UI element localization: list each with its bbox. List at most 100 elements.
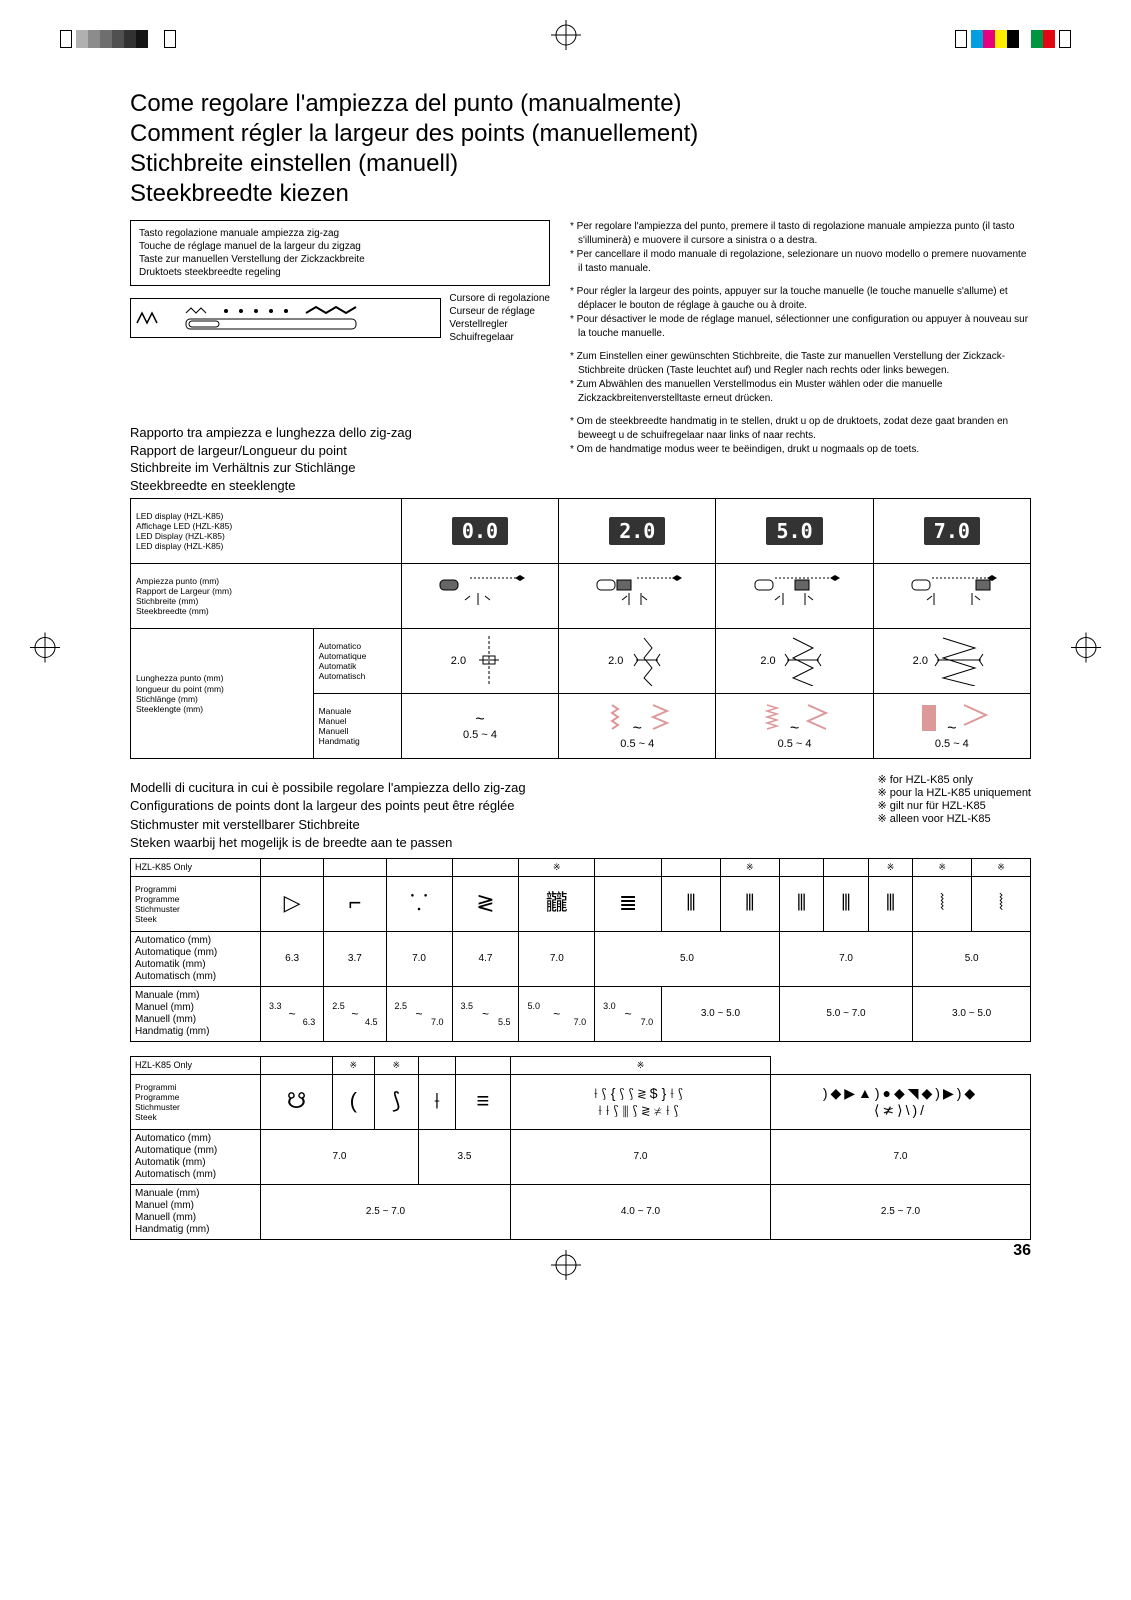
t2-star-0 bbox=[261, 1056, 333, 1074]
t1-icon-10: ⫴ bbox=[868, 876, 913, 931]
t1-auto-2: 7.0 bbox=[386, 931, 452, 986]
registration-bars-right bbox=[955, 30, 1071, 60]
t1-icon-7: ⫴ bbox=[720, 876, 779, 931]
t2-auto-3: 7.0 bbox=[771, 1129, 1031, 1184]
t1-manual-1: 2.5~4.5 bbox=[324, 986, 386, 1041]
ratio-title-de: Stichbreite im Verhältnis zur Stichlänge bbox=[130, 459, 550, 477]
registration-mark-bottom bbox=[551, 1250, 581, 1285]
cursor-label-it: Cursore di regolazione bbox=[449, 292, 550, 305]
t1-icon-12: ⦚ bbox=[972, 876, 1031, 931]
t1-manual-5: 3.0~7.0 bbox=[595, 986, 662, 1041]
t1-icon-1: ⌐ bbox=[324, 876, 386, 931]
manual-val-1: ~ 0.5 ~ 4 bbox=[559, 694, 716, 759]
t2-star-5: ※ bbox=[511, 1056, 771, 1074]
t1-manual-7: 5.0 ~ 7.0 bbox=[779, 986, 913, 1041]
manual-label: Manuale Manuel Manuell Handmatig bbox=[313, 694, 401, 759]
instr-nl-2: * Om de handmatige modus weer te beëindi… bbox=[570, 443, 1031, 457]
t1-auto-1: 3.7 bbox=[324, 931, 386, 986]
instr-fr-1: * Pour régler la largeur des points, app… bbox=[570, 285, 1031, 312]
t2-icon-group3: )◆▶▲)●◆◥◆)▶)◆ ⟨≭⟩\)/ bbox=[771, 1074, 1031, 1129]
t2-icon-0: ☋ bbox=[261, 1074, 333, 1129]
registration-mark-top bbox=[551, 20, 581, 55]
t1-icon-3: ≷ bbox=[452, 876, 519, 931]
t1-star-8 bbox=[779, 858, 824, 876]
cursor-labels: Cursore di regolazione Curseur de réglag… bbox=[449, 292, 550, 344]
auto-val-1: 2.0 bbox=[559, 629, 716, 694]
title-nl: Steekbreedte kiezen bbox=[130, 180, 1031, 208]
t1-icon-11: ⦚ bbox=[913, 876, 972, 931]
t2-icon-3: ⟊ bbox=[419, 1074, 456, 1129]
zigzag-icon bbox=[135, 308, 175, 328]
t2-auto-2: 7.0 bbox=[511, 1129, 771, 1184]
control-label-it: Tasto regolazione manuale ampiezza zig-z… bbox=[139, 227, 541, 240]
t1-manual-0: 3.3~6.3 bbox=[261, 986, 324, 1041]
t1-manual-4: 5.0~7.0 bbox=[519, 986, 595, 1041]
t2-star-4 bbox=[455, 1056, 510, 1074]
ratio-title-nl: Steekbreedte en steeklengte bbox=[130, 477, 550, 495]
width-diagram-2 bbox=[716, 564, 873, 629]
lcd-cell-3: 7.0 bbox=[873, 499, 1030, 564]
lcd-cell-2: 5.0 bbox=[716, 499, 873, 564]
t1-auto-3: 4.7 bbox=[452, 931, 519, 986]
registration-mark-right bbox=[1071, 632, 1101, 667]
t1-auto-6: 7.0 bbox=[779, 931, 913, 986]
ratio-row1-hdr: LED display (HZL-K85) Affichage LED (HZL… bbox=[131, 499, 402, 564]
instr-it-2: * Per cancellare il modo manuale di rego… bbox=[570, 248, 1031, 275]
t1-star-10: ※ bbox=[868, 858, 913, 876]
cursor-label-de: Verstellregler bbox=[449, 318, 550, 331]
manual-val-2: ~ 0.5 ~ 4 bbox=[716, 694, 873, 759]
t2-star-2: ※ bbox=[374, 1056, 418, 1074]
t1-star-0 bbox=[261, 858, 324, 876]
t1-manual-8: 3.0 ~ 5.0 bbox=[913, 986, 1031, 1041]
manual-val-0: ~ 0.5 ~ 4 bbox=[401, 694, 558, 759]
control-label-fr: Touche de réglage manuel de la largeur d… bbox=[139, 240, 541, 253]
t2-icon-group2: ⟊⟆{⟆⟆≷$}⟊⟆ ⟊⟊⟆⫴⟆≷≭⟊⟆ bbox=[511, 1074, 771, 1129]
instr-it-1: * Per regolare l'ampiezza del punto, pre… bbox=[570, 220, 1031, 247]
t1-manual-3: 3.5~5.5 bbox=[452, 986, 519, 1041]
title-fr: Comment régler la largeur des points (ma… bbox=[130, 120, 1031, 148]
width-diagram-3 bbox=[873, 564, 1030, 629]
lcd-cell-1: 2.0 bbox=[559, 499, 716, 564]
control-diagram bbox=[130, 298, 441, 338]
t1-icon-2: ⸪ bbox=[386, 876, 452, 931]
title-it: Come regolare l'ampiezza del punto (manu… bbox=[130, 90, 1031, 118]
pattern-table-2: HZL-K85 Only ※ ※ ※ Programmi Programme S… bbox=[130, 1056, 1031, 1240]
t2-auto-0: 7.0 bbox=[261, 1129, 419, 1184]
registration-mark-left bbox=[30, 632, 60, 667]
models-note-de: ※ gilt nur für HZL-K85 bbox=[877, 799, 1031, 812]
instr-de-2: * Zum Abwählen des manuellen Verstellmod… bbox=[570, 378, 1031, 405]
ratio-title-fr: Rapport de largeur/Longueur du point bbox=[130, 442, 550, 460]
t1-manual-6: 3.0 ~ 5.0 bbox=[662, 986, 780, 1041]
models-note-it: ※ for HZL-K85 only bbox=[877, 773, 1031, 786]
instr-nl-1: * Om de steekbreedte handmatig in te ste… bbox=[570, 415, 1031, 442]
instr-fr-2: * Pour désactiver le mode de réglage man… bbox=[570, 313, 1031, 340]
control-label-nl: Druktoets steekbreedte regeling bbox=[139, 266, 541, 279]
models-note-nl: ※ alleen voor HZL-K85 bbox=[877, 812, 1031, 825]
t2-icon-1: ( bbox=[332, 1074, 374, 1129]
models-note-fr: ※ pour la HZL-K85 uniquement bbox=[877, 786, 1031, 799]
t1-manual-2: 2.5~7.0 bbox=[386, 986, 452, 1041]
models-title-fr: Configurations de points dont la largeur… bbox=[130, 797, 526, 815]
width-diagram-1 bbox=[559, 564, 716, 629]
t1-star-3 bbox=[452, 858, 519, 876]
t1-auto-hdr: Automatico (mm) Automatique (mm) Automat… bbox=[131, 931, 261, 986]
t1-icon-0: ▷ bbox=[261, 876, 324, 931]
t1-auto-0: 6.3 bbox=[261, 931, 324, 986]
page-number: 36 bbox=[1013, 1242, 1031, 1260]
t1-manual-hdr: Manuale (mm) Manuel (mm) Manuell (mm) Ha… bbox=[131, 986, 261, 1041]
instructions-nl: * Om de steekbreedte handmatig in te ste… bbox=[570, 415, 1031, 457]
t2-auto-hdr: Automatico (mm) Automatique (mm) Automat… bbox=[131, 1129, 261, 1184]
t2-icon-4: ≡ bbox=[455, 1074, 510, 1129]
t1-star-12: ※ bbox=[972, 858, 1031, 876]
t1-icon-9: ⫴ bbox=[824, 876, 869, 931]
ratio-row3-hdr: Lunghezza punto (mm) longueur du point (… bbox=[131, 629, 314, 759]
t2-manual-hdr: Manuale (mm) Manuel (mm) Manuell (mm) Ha… bbox=[131, 1184, 261, 1239]
registration-bars-left bbox=[60, 30, 176, 60]
t1-auto-7: 5.0 bbox=[913, 931, 1031, 986]
t2-star-3 bbox=[419, 1056, 456, 1074]
instructions-fr: * Pour régler la largeur des points, app… bbox=[570, 285, 1031, 340]
t2-manual-2: 2.5 ~ 7.0 bbox=[771, 1184, 1031, 1239]
auto-label: Automatico Automatique Automatik Automat… bbox=[313, 629, 401, 694]
models-title-de: Stichmuster mit verstellbarer Stichbreit… bbox=[130, 816, 526, 834]
t1-auto-4: 7.0 bbox=[519, 931, 595, 986]
